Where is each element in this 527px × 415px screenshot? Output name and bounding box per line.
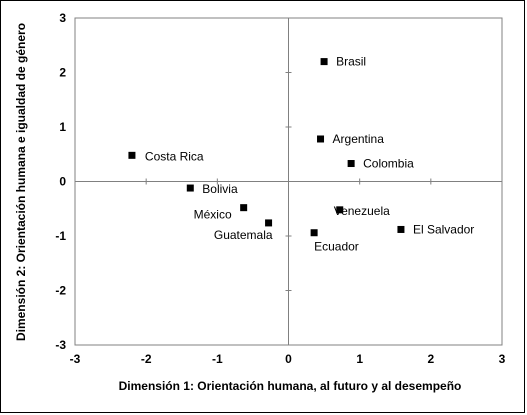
data-point <box>347 160 355 168</box>
y-tick-label: -3 <box>55 338 66 352</box>
data-points: Brasil Argentina Colombia Costa Rica Bolivia… <box>128 55 474 254</box>
data-label: Costa Rica <box>145 149 204 163</box>
y-tick-label: 1 <box>59 120 66 134</box>
x-tick-label: -2 <box>141 352 152 366</box>
data-label: Colombia <box>363 157 414 171</box>
data-point <box>317 135 325 143</box>
x-tick-label: -3 <box>70 352 81 366</box>
x-tick-label: -1 <box>212 352 223 366</box>
y-tick-label: 2 <box>59 66 66 80</box>
data-point <box>320 58 328 66</box>
y-tick-label: -1 <box>55 229 66 243</box>
data-label: Brasil <box>336 55 366 69</box>
x-axis-label: Dimensión 1: Orientación humana, al futu… <box>119 379 462 393</box>
data-label: El Salvador <box>413 222 474 236</box>
x-tick-label: 1 <box>356 352 363 366</box>
data-point <box>186 184 194 192</box>
data-point <box>128 151 136 159</box>
data-label: Argentina <box>333 132 385 146</box>
y-axis-ticks: -3 -2 -1 0 1 2 3 <box>55 11 292 352</box>
x-tick-label: 0 <box>285 352 292 366</box>
x-axis-ticks: -3 -2 -1 0 1 2 3 <box>70 178 506 366</box>
data-label: Venezuela <box>334 204 390 218</box>
data-point <box>397 225 405 233</box>
y-tick-label: 3 <box>59 11 66 25</box>
data-point <box>240 204 248 212</box>
y-tick-label: -2 <box>55 284 66 298</box>
y-tick-label: 0 <box>59 175 66 189</box>
data-label: Guatemala <box>214 228 273 242</box>
data-label: Ecuador <box>314 240 359 254</box>
data-point <box>310 229 318 237</box>
y-axis-label: Dimensión 2: Orientación humana e iguald… <box>14 23 28 341</box>
x-tick-label: 3 <box>499 352 506 366</box>
data-label: Bolivia <box>202 182 238 196</box>
data-label: México <box>194 208 232 222</box>
x-tick-label: 2 <box>427 352 434 366</box>
data-point <box>336 206 344 214</box>
data-point <box>265 219 273 227</box>
